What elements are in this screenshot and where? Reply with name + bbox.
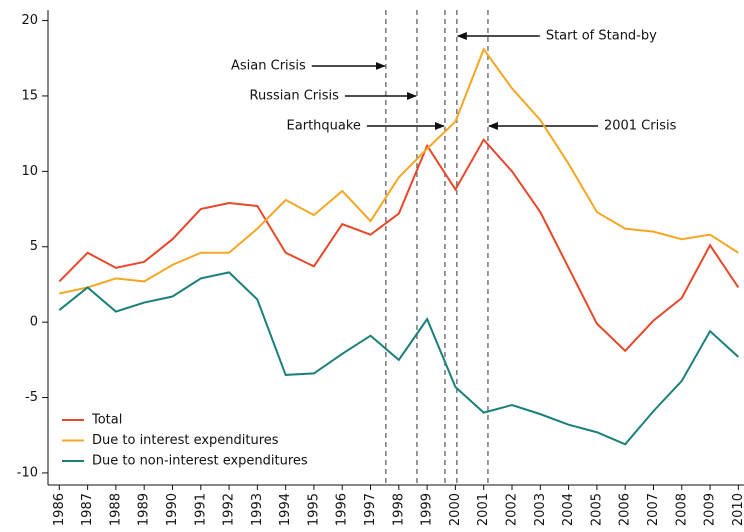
series-line — [58, 271, 740, 446]
x-tick-label: 2007 — [646, 493, 661, 526]
legend-label: Due to interest expenditures — [92, 433, 279, 448]
x-tick-label: 2006 — [618, 493, 633, 526]
x-tick-label: 2002 — [505, 493, 520, 526]
x-tick-label: 2005 — [589, 493, 604, 526]
x-tick-label: 2010 — [731, 493, 744, 526]
x-tick-label: 2003 — [533, 493, 548, 526]
y-tick-label: 20 — [21, 13, 38, 28]
x-tick-label: 2001 — [476, 493, 491, 526]
event-label: 2001 Crisis — [604, 119, 677, 134]
x-tick-label: 1996 — [335, 493, 350, 526]
x-tick-label: 1986 — [52, 493, 67, 526]
x-tick-label: 1993 — [250, 493, 265, 526]
x-tick-label: 1987 — [80, 493, 95, 526]
x-tick-label: 1990 — [165, 493, 180, 526]
x-tick-label: 2009 — [703, 493, 718, 526]
x-tick-label: 1992 — [222, 493, 237, 526]
event-label: Russian Crisis — [250, 89, 340, 104]
x-tick-label: 1998 — [391, 493, 406, 526]
event-label: Start of Stand-by — [546, 29, 657, 44]
legend-label: Due to non-interest expenditures — [92, 454, 308, 469]
series-line — [59, 47, 739, 295]
y-tick-label: 15 — [21, 88, 38, 103]
x-tick-label: 1988 — [108, 493, 123, 526]
y-tick-label: -10 — [17, 465, 38, 480]
event-label: Earthquake — [287, 119, 361, 134]
x-tick-label: 2000 — [448, 493, 463, 526]
y-tick-label: -5 — [25, 390, 38, 405]
y-tick-label: 5 — [30, 239, 38, 254]
x-tick-label: 1991 — [193, 493, 208, 526]
x-tick-label: 1995 — [306, 493, 321, 526]
y-tick-label: 10 — [21, 164, 38, 179]
x-tick-label: 2004 — [561, 493, 576, 526]
x-tick-label: 2008 — [674, 493, 689, 526]
y-tick-label: 0 — [30, 315, 38, 330]
x-tick-label: 1997 — [363, 493, 378, 526]
x-tick-label: 1989 — [137, 493, 152, 526]
event-label: Asian Crisis — [231, 59, 306, 74]
legend-label: Total — [91, 413, 122, 428]
series-line — [58, 137, 740, 353]
x-tick-label: 1994 — [278, 493, 293, 526]
x-tick-label: 1999 — [420, 493, 435, 526]
